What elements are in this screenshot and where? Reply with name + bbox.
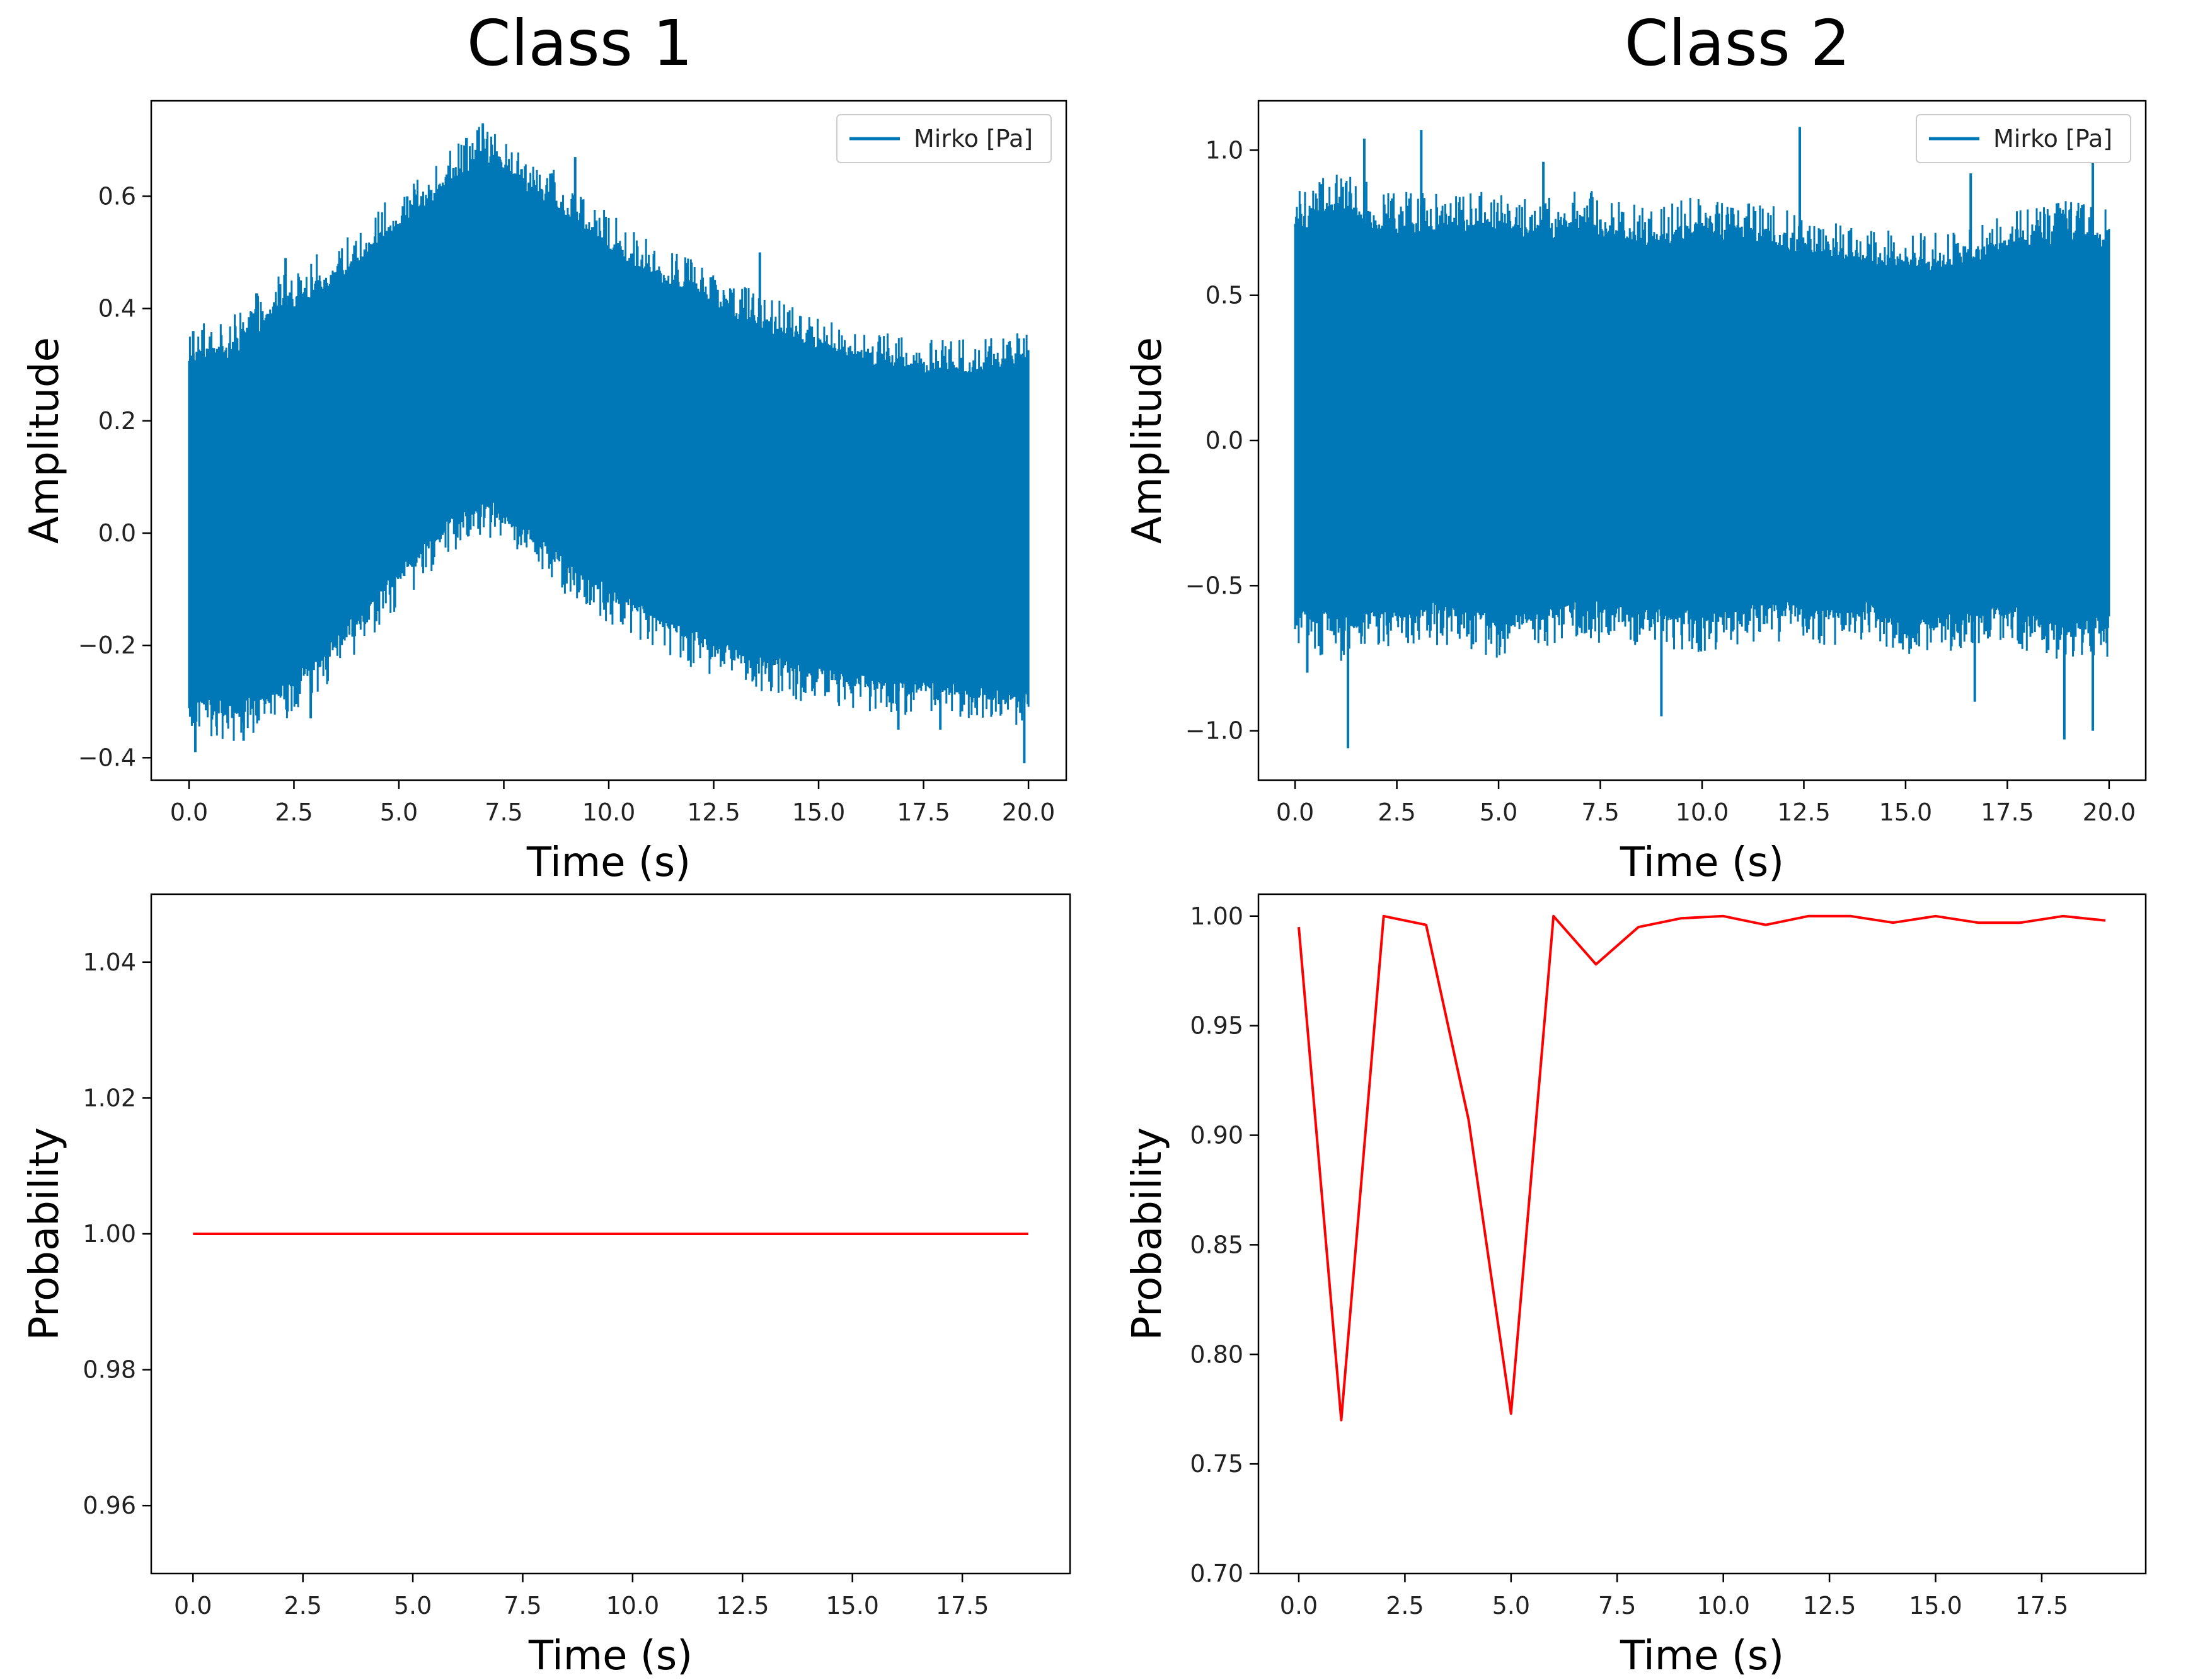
y-tick-label: 0.96 xyxy=(83,1492,136,1519)
y-tick-label: −0.4 xyxy=(78,744,136,771)
legend-box xyxy=(836,114,1052,163)
x-tick-label: 5.0 xyxy=(380,798,418,826)
y-tick-label: 0.75 xyxy=(1190,1450,1243,1478)
class-1-probability-chart: 0.0 2.5 5.0 7.5 10.0 12.5 15.0 17.5 0.96 0.98 1.00… xyxy=(21,893,1071,1679)
x-tick-label: 5.0 xyxy=(1492,1592,1530,1620)
x-tick-label: 2.5 xyxy=(1386,1592,1424,1620)
probability-line xyxy=(1298,914,2106,1422)
title-class-1: Class 1 xyxy=(467,6,693,80)
x-tick-label: 0.0 xyxy=(1280,1592,1318,1620)
x-tick-label: 15.0 xyxy=(792,798,846,826)
x-tick-label: 0.0 xyxy=(1276,798,1314,826)
class-2-probability-chart: 0.0 2.5 5.0 7.5 10.0 12.5 15.0 17.5 0.70 0.75 0.80… xyxy=(1124,893,2147,1679)
y-axis-label: Amplitude xyxy=(21,337,68,544)
legend-box xyxy=(1916,114,2131,163)
x-tick-label: 10.0 xyxy=(606,1592,660,1620)
y-tick-label: 0.2 xyxy=(98,407,136,435)
legend-label: Mirko [Pa] xyxy=(1993,125,2112,152)
y-tick-label: 1.0 xyxy=(1206,136,1243,164)
y-tick-label: 0.0 xyxy=(98,519,136,547)
x-tick-label: 2.5 xyxy=(284,1592,321,1620)
plot-area xyxy=(1294,127,2110,749)
x-tick-label: 7.5 xyxy=(1598,1592,1636,1620)
x-tick-label: 17.5 xyxy=(2015,1592,2069,1620)
y-tick-label: 0.80 xyxy=(1190,1340,1243,1368)
y-tick-label: 1.00 xyxy=(83,1220,136,1248)
y-tick-label: 0.70 xyxy=(1190,1560,1243,1587)
x-tick-label: 20.0 xyxy=(2083,798,2136,826)
plot-area xyxy=(188,123,1030,764)
class-1-amplitude-chart: 0.0 2.5 5.0 7.5 10.0 12.5 15.0 17.5 20.0 −0.4 −0.2… xyxy=(21,100,1068,886)
y-tick-label: −1.0 xyxy=(1185,717,1243,745)
y-tick-label: −0.5 xyxy=(1185,572,1243,599)
y-tick-label: 0.90 xyxy=(1190,1122,1243,1149)
x-tick-label: 17.5 xyxy=(936,1592,989,1620)
x-tick-label: 12.5 xyxy=(687,798,740,826)
axes-frame xyxy=(1257,893,2147,1575)
x-tick-label: 0.0 xyxy=(170,798,208,826)
y-tick-label: 0.85 xyxy=(1190,1231,1243,1258)
plot-area xyxy=(1298,914,2106,1422)
x-axis-label: Time (s) xyxy=(526,839,691,886)
y-axis-label: Amplitude xyxy=(1124,337,1171,544)
y-axis-label: Probability xyxy=(21,1127,68,1340)
x-tick-label: 20.0 xyxy=(1002,798,1056,826)
x-tick-label: 10.0 xyxy=(1676,798,1729,826)
x-tick-label: 7.5 xyxy=(485,798,522,826)
x-tick-label: 10.0 xyxy=(1696,1592,1750,1620)
x-axis-label: Time (s) xyxy=(1620,839,1784,886)
x-tick-label: 15.0 xyxy=(826,1592,879,1620)
x-tick-label: 7.5 xyxy=(504,1592,541,1620)
y-tick-label: 0.5 xyxy=(1206,282,1243,309)
signal-noise xyxy=(1294,175,2110,661)
x-tick-label: 17.5 xyxy=(897,798,950,826)
x-tick-label: 15.0 xyxy=(1879,798,1933,826)
y-axis-label: Probability xyxy=(1124,1127,1171,1340)
class-2-amplitude-chart: 0.0 2.5 5.0 7.5 10.0 12.5 15.0 17.5 20.0 −1.0 −0.5… xyxy=(1124,100,2147,886)
x-tick-label: 15.0 xyxy=(1909,1592,1962,1620)
x-tick-label: 2.5 xyxy=(275,798,313,826)
x-tick-label: 12.5 xyxy=(1803,1592,1856,1620)
x-tick-label: 5.0 xyxy=(394,1592,432,1620)
y-tick-label: 0.95 xyxy=(1190,1012,1243,1040)
y-tick-label: 0.4 xyxy=(98,295,136,323)
y-tick-label: 0.98 xyxy=(83,1356,136,1384)
x-axis-label: Time (s) xyxy=(528,1633,693,1679)
y-tick-label: 0.6 xyxy=(98,182,136,210)
legend-label: Mirko [Pa] xyxy=(914,125,1033,152)
x-axis-label: Time (s) xyxy=(1620,1633,1784,1679)
x-tick-label: 7.5 xyxy=(1581,798,1619,826)
y-tick-label: −0.2 xyxy=(78,631,136,659)
signal-noise xyxy=(188,127,1030,741)
y-tick-label: 1.02 xyxy=(83,1084,136,1112)
x-tick-label: 17.5 xyxy=(1981,798,2034,826)
x-tick-label: 5.0 xyxy=(1480,798,1517,826)
x-tick-label: 10.0 xyxy=(582,798,636,826)
x-tick-label: 2.5 xyxy=(1378,798,1415,826)
title-class-2: Class 2 xyxy=(1625,6,1851,80)
x-tick-label: 0.0 xyxy=(174,1592,212,1620)
x-tick-label: 12.5 xyxy=(716,1592,769,1620)
y-tick-label: 0.0 xyxy=(1206,427,1243,454)
y-tick-label: 1.04 xyxy=(83,948,136,976)
y-tick-label: 1.00 xyxy=(1190,902,1243,930)
x-tick-label: 12.5 xyxy=(1777,798,1831,826)
